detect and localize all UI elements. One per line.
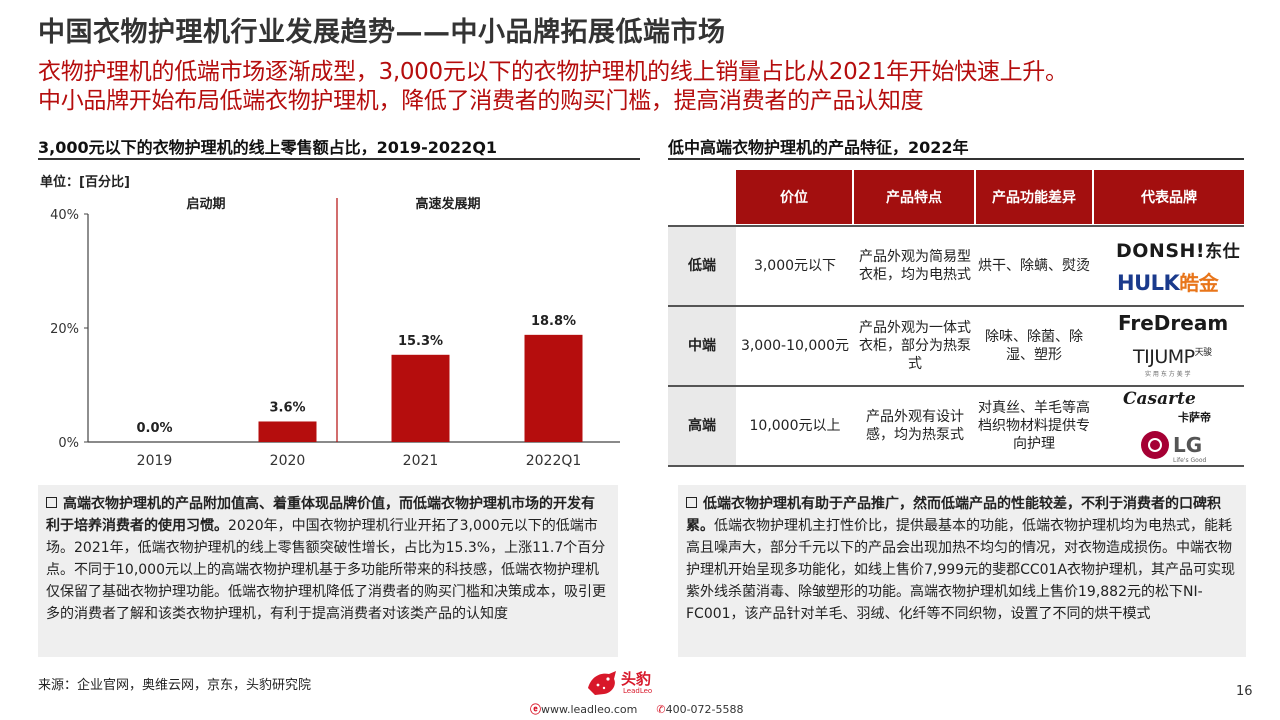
donsh-logo: DONSH!东仕 [1116,240,1241,262]
tier-cell: 低端 [668,227,736,305]
leopard-icon [588,671,616,695]
left-note-box: 高端衣物护理机的产品附加值高、着重体现品牌价值，而低端衣物护理机市场的开发有利于… [38,485,618,657]
feature-cell: 产品外观为简易型衣柜，均为电热式 [859,249,971,283]
phone-number: 400-072-5588 [665,703,744,716]
footer-contact: ⓔwww.leadleo.com ✆400-072-5588 [530,701,744,717]
price-cell: 3,000元以下 [753,258,837,274]
y-tick-label: 0% [58,436,79,451]
bar-value-label: 0.0% [136,421,172,436]
price-cell: 3,000-10,000元 [740,338,850,354]
checkbox-icon [46,497,57,508]
hulk-logo: HULK皓金 [1117,271,1219,295]
page-title: 中国衣物护理机行业发展趋势——中小品牌拓展低端市场 [38,17,726,48]
fredream-logo: FreDream [1118,311,1229,335]
right-section-title: 低中高端衣物护理机的产品特征，2022年 [668,138,969,157]
brand-name-cn: 头豹 [621,670,652,688]
bar-value-label: 18.8% [531,314,576,329]
x-tick-label: 2021 [403,453,439,469]
tier-cell: 中端 [668,307,736,385]
left-note-bold: 高端衣物护理机的产品附加值高、着重体现品牌价值，而低端衣物护理机市场的开发有利于… [46,496,595,534]
casarte-cn-logo: 卡萨帝 [1178,411,1211,424]
x-tick-label: 2019 [137,453,173,469]
brand-name-en: LeadLeo [623,687,653,695]
header-brands: 代表品牌 [1094,170,1244,224]
casarte-logo: Casarte [1123,389,1196,409]
table-divider [668,385,1244,387]
table-divider [668,225,1244,227]
left-note-text: 2020年，中国衣物护理机行业开拓了3,000元以下的低端市场。2021年，低端… [46,518,606,622]
tijump-tagline: 实 用 东 方 美 学 [1145,371,1191,378]
price-cell: 10,000元以上 [749,418,841,434]
lg-emblem-icon [1141,431,1169,459]
page-subtitle: 衣物护理机的低端市场逐渐成型，3,000元以下的衣物护理机的线上销量占比从202… [38,58,1068,116]
right-note-box: 低端衣物护理机有助于产品推广，然而低端产品的性能较差，不利于消费者的口碑积累。低… [678,485,1246,657]
function-cell: 除味、除菌、除湿、塑形 [985,329,1083,363]
source-note: 来源：企业官网，奥维云网，京东，头豹研究院 [38,678,312,693]
table-row: 低端 3,000元以下 产品外观为简易型衣柜，均为电热式 烘干、除螨、熨烫 DO… [668,227,1244,305]
phase-label-startup: 启动期 [186,196,225,212]
bar-value-label: 15.3% [398,334,443,349]
feature-cell: 产品外观有设计感，均为热泵式 [866,409,964,443]
feature-cell: 产品外观为一体式衣柜，部分为热泵式 [859,320,971,372]
y-tick-label: 40% [50,208,79,223]
table-bottom-line [668,465,1244,467]
table-row: 高端 10,000元以上 产品外观有设计感，均为热泵式 对真丝、羊毛等高档织物材… [668,387,1244,465]
bar [391,354,450,442]
checkbox-icon [686,497,697,508]
bar-chart: 0% 20% 40% 0.0% 3.6% 15.3% 18.8% 2019 2020 2021… [50,196,620,469]
chart-unit-label: 单位：[百分比] [40,175,130,190]
x-tick-label: 2020 [270,453,306,469]
page-number: 16 [1236,684,1253,699]
y-tick-label: 20% [50,322,79,337]
right-note-bold: 低端衣物护理机有助于产品推广，然而低端产品的性能较差，不利于消费者的口碑积累。 [686,496,1221,534]
header-price: 价位 [736,170,852,224]
left-section-divider [38,158,640,160]
subtitle-line-1: 衣物护理机的低端市场逐渐成型，3,000元以下的衣物护理机的线上销量占比从202… [38,59,1068,85]
subtitle-line-2: 中小品牌开始布局低端衣物护理机，降低了消费者的购买门槛，提高消费者的产品认知度 [38,88,924,114]
header-feature: 产品特点 [854,170,974,224]
phase-label-growth: 高速发展期 [415,196,480,212]
lg-tagline: Life's Good [1173,457,1207,464]
function-cell: 对真丝、羊毛等高档织物材料提供专向护理 [978,400,1090,452]
website-link[interactable]: www.leadleo.com [541,703,638,716]
table-row: 中端 3,000-10,000元 产品外观为一体式衣柜，部分为热泵式 除味、除菌… [668,307,1244,385]
bar [258,421,317,442]
table-divider [668,305,1244,307]
lg-logo: LG [1173,433,1203,457]
bar-value-label: 3.6% [269,400,305,415]
right-note-text: 低端衣物护理机主打性价比，提供最基本的功能，低端衣物护理机均为电热式，能耗高且噪… [686,518,1236,622]
tier-cell: 高端 [668,387,736,465]
right-section-divider [668,158,1244,160]
table-header-row: 价位 产品特点 产品功能差异 代表品牌 [668,170,1244,224]
left-section-title: 3,000元以下的衣物护理机的线上零售额占比，2019-2022Q1 [38,138,498,157]
phone-icon: ✆ [656,703,666,716]
web-icon: ⓔ [530,703,541,716]
bar [524,334,583,442]
header-function: 产品功能差异 [976,170,1092,224]
function-cell: 烘干、除螨、熨烫 [978,258,1090,274]
tijump-logo: TIJUMP天骏 [1133,346,1212,368]
x-tick-label: 2022Q1 [526,453,582,469]
